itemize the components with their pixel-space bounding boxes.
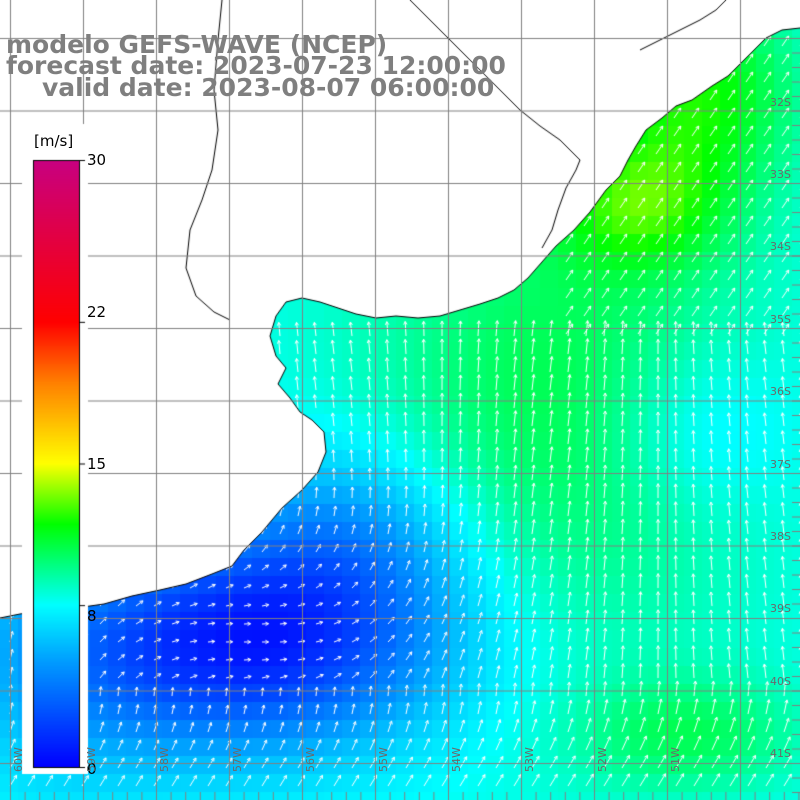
lat-label: 33S <box>770 168 791 181</box>
lon-label: 58W <box>158 747 171 772</box>
lon-label: 52W <box>596 747 609 772</box>
lat-label: 41S <box>770 747 791 760</box>
valid-date: valid date: 2023-08-07 06:00:00 <box>42 73 495 102</box>
lat-label: 32S <box>770 96 791 109</box>
lon-label: 57W <box>231 747 244 772</box>
lon-label: 55W <box>377 747 390 772</box>
lat-label: 38S <box>770 530 791 543</box>
lat-label: 34S <box>770 240 791 253</box>
lat-label: 39S <box>770 602 791 615</box>
colorbar-tick: 30 <box>87 151 107 169</box>
model-title: modelo GEFS-WAVE (NCEP) <box>6 30 388 59</box>
colorbar-tick: 22 <box>87 303 107 321</box>
lon-label: 51W <box>669 747 682 772</box>
lat-label: 36S <box>770 385 791 398</box>
lat-label: 35S <box>770 313 791 326</box>
colorbar-tick: 15 <box>87 455 107 473</box>
lon-label: 54W <box>450 747 463 772</box>
lon-label: 60W <box>12 747 25 772</box>
lat-label: 40S <box>770 675 791 688</box>
lon-label: 59W <box>85 747 98 772</box>
lon-label: 56W <box>304 747 317 772</box>
lat-label: 37S <box>770 458 791 471</box>
lon-label: 53W <box>523 747 536 772</box>
colorbar-unit: [m/s] <box>34 132 74 150</box>
colorbar-tick: 8 <box>87 607 97 625</box>
colorbar-tick: 0 <box>87 760 97 778</box>
forecast-date: forecast date: 2023-07-23 12:00:00 <box>6 51 506 80</box>
